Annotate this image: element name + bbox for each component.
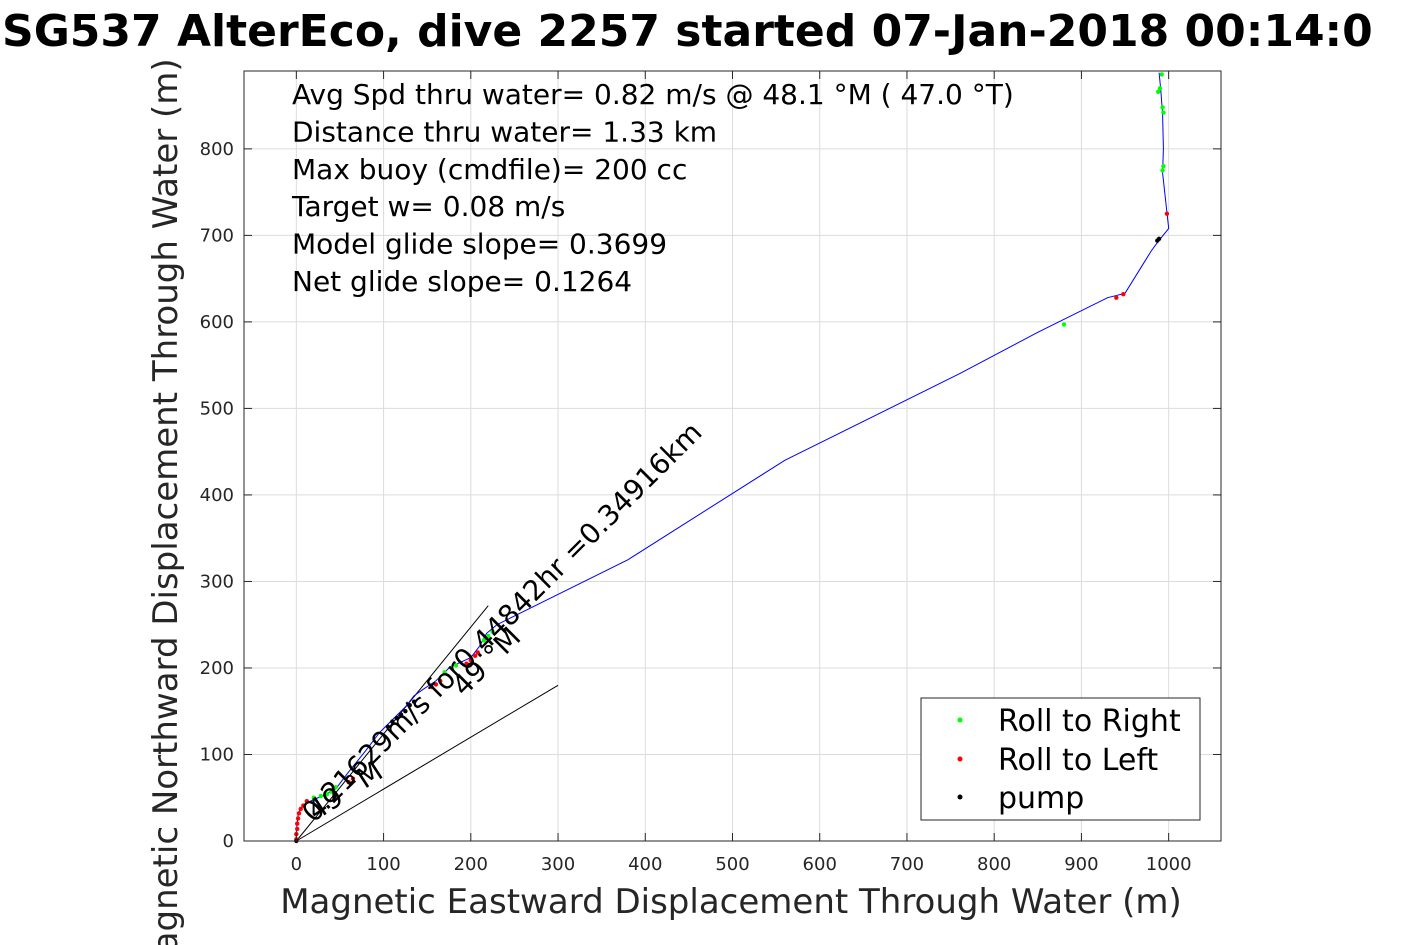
x-axis-label: Magnetic Eastward Displacement Through W… [280,882,1182,922]
roll-to-right-marker [329,789,334,794]
x-tick-label: 500 [715,854,749,875]
roll-to-left-marker [429,684,434,690]
y-tick-label: 300 [200,571,234,592]
legend-box [920,697,1201,821]
info-line: Target w= 0.08 m/s [291,190,565,223]
pump-marker [411,699,417,704]
y-tick-label: 700 [200,225,234,246]
roll-to-right-marker [324,792,330,797]
roll-to-left-marker [350,776,356,781]
roll-to-right-marker [318,793,323,799]
y-tick-label: 0 [223,831,234,852]
roll-to-left-marker [1121,292,1126,297]
roll-and-pump-markers [294,72,1170,844]
x-tick-label: 600 [803,854,837,875]
x-tick-label: 700 [890,854,924,875]
x-tick-label: 300 [541,854,575,875]
pump-marker [1156,236,1162,242]
roll-to-right-marker [442,670,447,675]
roll-to-right-marker [481,638,487,643]
pump-marker [398,712,404,717]
pump-marker [385,724,391,729]
legend-marker-pump [957,794,963,800]
legend-marker-roll-right [957,717,963,723]
roll-to-left-marker [301,803,306,808]
info-line: Distance thru water= 1.33 km [292,115,717,148]
roll-to-left-marker [475,650,480,655]
roll-to-right-marker [1157,86,1163,91]
legend-marker-roll-left [957,756,963,762]
legend-label-roll-left: Roll to Left [998,743,1158,778]
roll-to-right-marker [1159,72,1164,77]
roll-to-left-marker [304,799,310,804]
roll-to-right-marker [1061,322,1067,327]
heading-line [296,684,559,842]
pump-marker [407,702,412,708]
y-tick-label: 400 [200,485,234,506]
roll-to-left-marker [472,653,478,659]
roll-to-left-marker [1164,211,1170,216]
roll-to-left-marker [438,678,443,684]
roll-to-left-marker [295,826,300,832]
roll-to-left-marker [295,816,301,821]
roll-to-left-marker [1114,295,1119,300]
legend-label-roll-right: Roll to Right [998,704,1181,739]
x-tick-label: 100 [366,854,400,875]
legend: Roll to Right Roll to Left pump [920,697,1201,821]
x-tick-label: 900 [1064,854,1098,875]
roll-to-left-marker [295,821,300,826]
roll-to-right-marker [1160,168,1165,173]
roll-to-right-marker [333,785,338,790]
y-tick-label: 100 [200,744,234,765]
info-line: Max buoy (cmdfile)= 200 cc [292,153,687,186]
x-tick-label: 1000 [1146,854,1192,875]
dive-info-text: Avg Spd thru water= 0.82 m/s @ 48.1 °M (… [291,78,1014,298]
roll-to-right-marker [1161,163,1166,169]
roll-to-right-marker [1160,105,1165,110]
x-tick-label: 400 [628,854,662,875]
info-line: Model glide slope= 0.3699 [292,228,667,261]
axis-ticks: 0 100 200 300 400 500 600 700 800 900 1000 0 100 200 3… [200,71,1221,875]
pump-marker [403,709,408,714]
roll-to-right-marker [449,665,454,671]
x-tick-label: 200 [454,854,488,875]
roll-to-left-marker [298,806,303,812]
roll-to-left-marker [346,779,351,785]
pump-marker [394,715,399,721]
y-tick-label: 600 [200,312,234,333]
roll-to-left-marker [433,682,439,687]
roll-to-right-marker [453,663,459,668]
roll-to-left-marker [296,811,302,816]
info-line: Avg Spd thru water= 0.82 m/s @ 48.1 °M (… [292,78,1014,111]
y-tick-label: 500 [200,398,234,419]
pump-marker [390,719,395,724]
info-line: Net glide slope= 0.1264 [292,265,632,298]
y-tick-label: 200 [200,658,234,679]
roll-to-right-marker [490,629,495,634]
x-tick-label: 0 [291,854,302,875]
roll-to-left-marker [464,661,469,666]
y-axis-label: Magnetic Northward Displacement Through … [146,58,186,945]
x-tick-label: 800 [977,854,1011,875]
roll-to-right-marker [486,633,491,639]
roll-to-right-marker [1161,110,1166,115]
roll-to-right-marker [311,795,316,800]
chart-title: SG537 AlterEco, dive 2257 started 07-Jan… [2,6,1373,57]
roll-to-left-marker [468,657,474,663]
y-tick-label: 800 [200,139,234,160]
legend-label-pump: pump [998,781,1084,816]
roll-to-right-marker [1155,89,1161,94]
